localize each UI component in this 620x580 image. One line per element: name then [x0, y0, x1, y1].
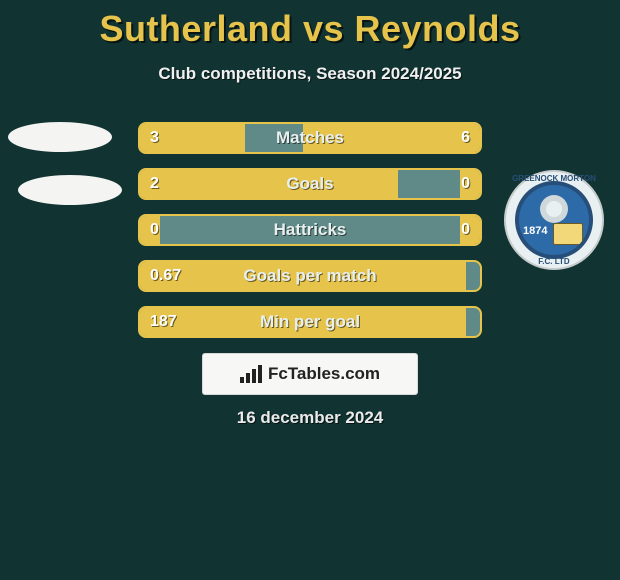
crest-ship-icon — [553, 223, 583, 245]
stat-row-goals-per-match: 0.67 Goals per match — [138, 260, 482, 292]
stat-value-left: 2 — [140, 170, 169, 198]
stat-fill-left — [140, 308, 466, 336]
crest-ball-icon — [540, 195, 568, 223]
stat-value-left: 3 — [140, 124, 169, 152]
stat-label: Hattricks — [140, 216, 480, 244]
stat-value-right — [460, 308, 480, 336]
stat-row-goals: 2 Goals 0 — [138, 168, 482, 200]
stat-fill-left — [140, 170, 398, 198]
stat-row-matches: 3 Matches 6 — [138, 122, 482, 154]
crest-bottom-text: F.C. LTD — [538, 257, 569, 266]
left-badge-placeholder-1 — [8, 122, 112, 152]
stat-value-left: 0.67 — [140, 262, 191, 290]
stat-row-min-per-goal: 187 Min per goal — [138, 306, 482, 338]
stat-value-right: 6 — [451, 124, 480, 152]
stats-container: 3 Matches 6 2 Goals 0 0 Hattricks 0 0.67… — [138, 122, 482, 352]
bar-chart-icon — [240, 365, 262, 383]
fctables-badge[interactable]: FcTables.com — [202, 353, 418, 395]
stat-value-right: 0 — [451, 170, 480, 198]
stat-row-hattricks: 0 Hattricks 0 — [138, 214, 482, 246]
date-line: 16 december 2024 — [0, 408, 620, 428]
fctables-label: FcTables.com — [268, 364, 380, 384]
crest-year: 1874 — [523, 225, 547, 237]
subtitle: Club competitions, Season 2024/2025 — [0, 64, 620, 84]
club-crest: GREENOCK MORTON 1874 F.C. LTD — [504, 170, 604, 270]
page-title: Sutherland vs Reynolds — [0, 0, 620, 50]
crest-inner: 1874 — [515, 181, 593, 259]
stat-value-left: 187 — [140, 308, 187, 336]
left-badge-placeholder-2 — [18, 175, 122, 205]
stat-value-left: 0 — [140, 216, 169, 244]
stat-value-right: 0 — [451, 216, 480, 244]
stat-value-right — [460, 262, 480, 290]
